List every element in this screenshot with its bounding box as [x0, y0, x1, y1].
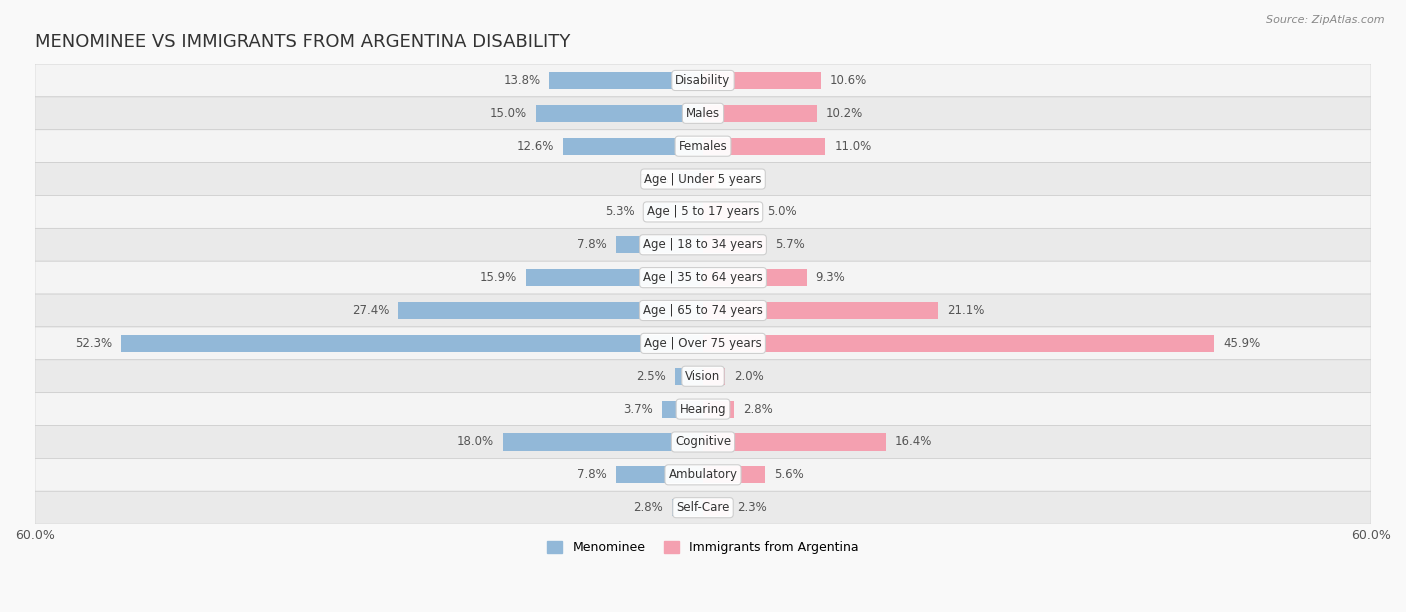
Bar: [703, 203, 759, 220]
FancyBboxPatch shape: [35, 458, 1371, 491]
Text: 5.3%: 5.3%: [606, 206, 636, 218]
Text: 7.8%: 7.8%: [578, 238, 607, 252]
Text: Vision: Vision: [685, 370, 721, 382]
Text: Age | 18 to 34 years: Age | 18 to 34 years: [643, 238, 763, 252]
Text: 5.0%: 5.0%: [768, 206, 797, 218]
Text: 18.0%: 18.0%: [457, 436, 494, 449]
Bar: [703, 138, 825, 155]
Bar: [398, 302, 703, 319]
Bar: [703, 368, 725, 385]
Bar: [121, 335, 703, 352]
Bar: [703, 269, 807, 286]
Text: 15.0%: 15.0%: [489, 107, 527, 120]
Text: 11.0%: 11.0%: [834, 140, 872, 152]
Text: Females: Females: [679, 140, 727, 152]
Bar: [562, 138, 703, 155]
Text: 1.2%: 1.2%: [725, 173, 755, 185]
Text: 5.7%: 5.7%: [775, 238, 806, 252]
FancyBboxPatch shape: [35, 97, 1371, 130]
FancyBboxPatch shape: [35, 393, 1371, 425]
Text: 13.8%: 13.8%: [503, 74, 540, 87]
Text: Age | 65 to 74 years: Age | 65 to 74 years: [643, 304, 763, 317]
Bar: [502, 433, 703, 450]
Text: 2.3%: 2.3%: [638, 173, 668, 185]
Text: 2.3%: 2.3%: [738, 501, 768, 514]
Bar: [703, 433, 886, 450]
Bar: [703, 105, 817, 122]
Bar: [644, 203, 703, 220]
Text: Disability: Disability: [675, 74, 731, 87]
FancyBboxPatch shape: [35, 360, 1371, 393]
FancyBboxPatch shape: [35, 163, 1371, 195]
Text: 2.8%: 2.8%: [633, 501, 662, 514]
Text: 5.6%: 5.6%: [775, 468, 804, 481]
Bar: [550, 72, 703, 89]
Text: 45.9%: 45.9%: [1223, 337, 1260, 350]
Bar: [703, 72, 821, 89]
Text: Age | Over 75 years: Age | Over 75 years: [644, 337, 762, 350]
FancyBboxPatch shape: [35, 261, 1371, 294]
Text: 2.5%: 2.5%: [637, 370, 666, 382]
Text: 12.6%: 12.6%: [516, 140, 554, 152]
FancyBboxPatch shape: [35, 425, 1371, 458]
FancyBboxPatch shape: [35, 195, 1371, 228]
Bar: [703, 335, 1213, 352]
Text: Age | 35 to 64 years: Age | 35 to 64 years: [643, 271, 763, 284]
Bar: [703, 499, 728, 517]
Text: Cognitive: Cognitive: [675, 436, 731, 449]
Bar: [616, 466, 703, 483]
Text: 2.8%: 2.8%: [744, 403, 773, 416]
Bar: [678, 171, 703, 188]
Bar: [703, 466, 765, 483]
Text: Males: Males: [686, 107, 720, 120]
FancyBboxPatch shape: [35, 228, 1371, 261]
Bar: [672, 499, 703, 517]
Text: Ambulatory: Ambulatory: [668, 468, 738, 481]
Bar: [703, 171, 717, 188]
Bar: [526, 269, 703, 286]
FancyBboxPatch shape: [35, 491, 1371, 524]
Text: Age | 5 to 17 years: Age | 5 to 17 years: [647, 206, 759, 218]
Text: 2.0%: 2.0%: [734, 370, 763, 382]
Bar: [662, 400, 703, 417]
Text: 7.8%: 7.8%: [578, 468, 607, 481]
Text: 3.7%: 3.7%: [623, 403, 652, 416]
FancyBboxPatch shape: [35, 327, 1371, 360]
Bar: [703, 302, 938, 319]
Bar: [703, 236, 766, 253]
FancyBboxPatch shape: [35, 64, 1371, 97]
Bar: [616, 236, 703, 253]
Text: Source: ZipAtlas.com: Source: ZipAtlas.com: [1267, 15, 1385, 25]
Text: Age | Under 5 years: Age | Under 5 years: [644, 173, 762, 185]
Text: 16.4%: 16.4%: [894, 436, 932, 449]
FancyBboxPatch shape: [35, 294, 1371, 327]
Legend: Menominee, Immigrants from Argentina: Menominee, Immigrants from Argentina: [543, 536, 863, 559]
Text: 9.3%: 9.3%: [815, 271, 845, 284]
Text: MENOMINEE VS IMMIGRANTS FROM ARGENTINA DISABILITY: MENOMINEE VS IMMIGRANTS FROM ARGENTINA D…: [35, 34, 571, 51]
Text: Hearing: Hearing: [679, 403, 727, 416]
Text: 15.9%: 15.9%: [479, 271, 517, 284]
Text: 27.4%: 27.4%: [352, 304, 389, 317]
Bar: [536, 105, 703, 122]
Text: 10.6%: 10.6%: [830, 74, 868, 87]
Bar: [675, 368, 703, 385]
Text: Self-Care: Self-Care: [676, 501, 730, 514]
Text: 52.3%: 52.3%: [75, 337, 111, 350]
FancyBboxPatch shape: [35, 130, 1371, 163]
Text: 21.1%: 21.1%: [946, 304, 984, 317]
Bar: [703, 400, 734, 417]
Text: 10.2%: 10.2%: [825, 107, 863, 120]
